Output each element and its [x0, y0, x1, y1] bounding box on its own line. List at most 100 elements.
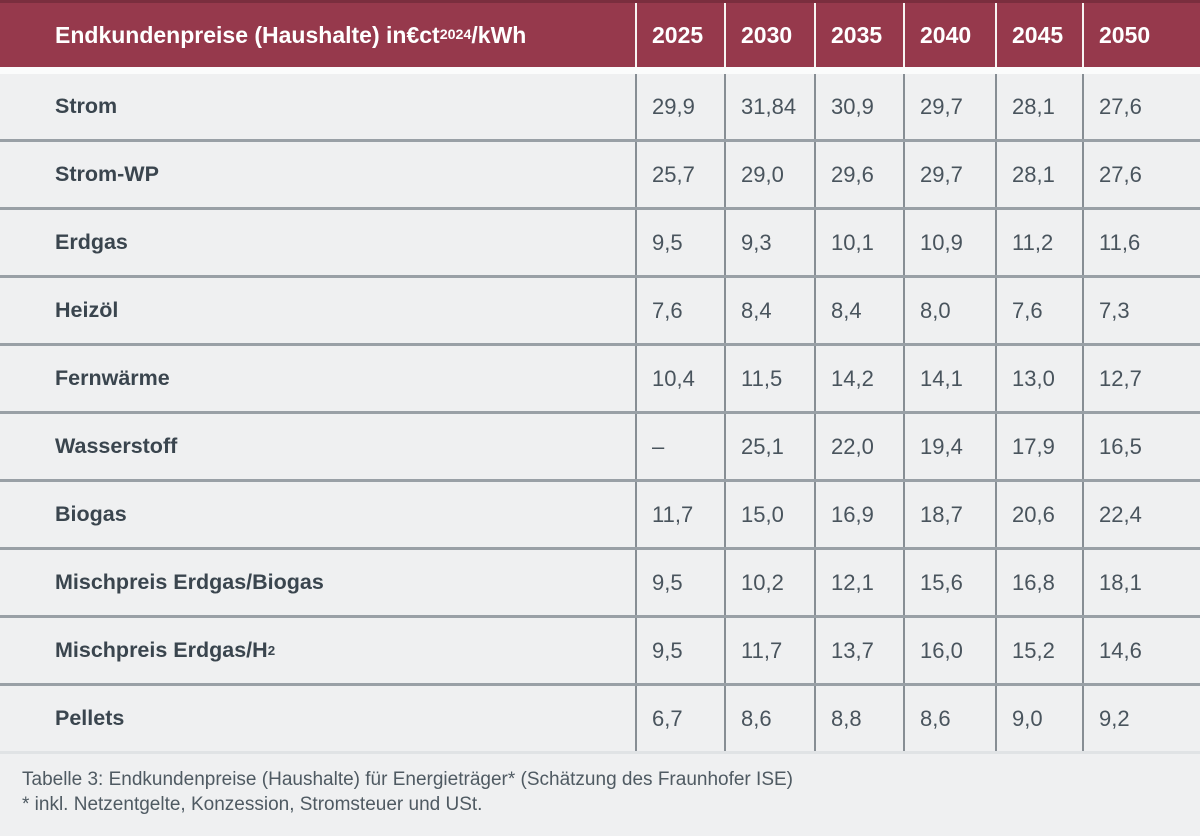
price-cell: 14,6 [1082, 618, 1200, 683]
price-cell: 9,3 [724, 210, 814, 275]
price-cell: 11,6 [1082, 210, 1200, 275]
caption-line-2: * inkl. Netzentgelte, Konzession, Stroms… [22, 794, 483, 815]
price-cell: 29,7 [903, 74, 995, 139]
price-cell: 22,4 [1082, 482, 1200, 547]
table-body: Strom 29,9 31,84 30,9 29,7 28,1 27,6 Str… [0, 74, 1200, 754]
column-header-2050: 2050 [1082, 3, 1200, 67]
table-title-subscript: 2024 [439, 27, 472, 43]
price-cell: 9,5 [635, 210, 724, 275]
price-cell: 12,7 [1082, 346, 1200, 411]
table-title-unit: /kWh [471, 21, 527, 48]
row-label: Biogas [0, 482, 635, 547]
row-label-text: Wasserstoff [55, 434, 178, 458]
price-cell: 25,7 [635, 142, 724, 207]
table-title-text: Endkundenpreise (Haushalte) in€ct [55, 21, 440, 48]
table-row-pellets: Pellets 6,7 8,6 8,8 8,6 9,0 9,2 [0, 686, 1200, 754]
row-label: Strom [0, 74, 635, 139]
price-cell: 7,6 [995, 278, 1082, 343]
price-cell: 17,9 [995, 414, 1082, 479]
row-label: Mischpreis Erdgas/Biogas [0, 550, 635, 615]
price-cell: 20,6 [995, 482, 1082, 547]
price-cell: 9,2 [1082, 686, 1200, 751]
price-cell: 18,7 [903, 482, 995, 547]
price-cell: 8,4 [814, 278, 903, 343]
table-header-row: Endkundenpreise (Haushalte) in€ct 2024/kW… [0, 0, 1200, 67]
price-cell: 27,6 [1082, 74, 1200, 139]
caption-line-1: Tabelle 3: Endkundenpreise (Haushalte) f… [22, 769, 793, 790]
row-label-subscript: 2 [267, 643, 276, 658]
price-cell: 25,1 [724, 414, 814, 479]
header-divider [0, 67, 1200, 74]
price-cell: 6,7 [635, 686, 724, 751]
row-label-text: Mischpreis Erdgas/Biogas [55, 570, 324, 594]
row-label-text: Strom-WP [55, 162, 159, 186]
price-cell: 9,5 [635, 618, 724, 683]
price-cell: 16,5 [1082, 414, 1200, 479]
price-cell: 10,1 [814, 210, 903, 275]
row-label-text: Biogas [55, 502, 127, 526]
price-cell: 16,8 [995, 550, 1082, 615]
table-caption: Tabelle 3: Endkundenpreise (Haushalte) f… [0, 767, 1200, 817]
price-cell: 11,2 [995, 210, 1082, 275]
table-row-fernwaerme: Fernwärme 10,4 11,5 14,2 14,1 13,0 12,7 [0, 346, 1200, 414]
row-label: Pellets [0, 686, 635, 751]
price-cell: 12,1 [814, 550, 903, 615]
column-header-2035: 2035 [814, 3, 903, 67]
price-cell: 22,0 [814, 414, 903, 479]
price-cell: 29,9 [635, 74, 724, 139]
table-row-mischpreis-erdgas-biogas: Mischpreis Erdgas/Biogas 9,5 10,2 12,1 1… [0, 550, 1200, 618]
price-cell: 16,9 [814, 482, 903, 547]
table-row-erdgas: Erdgas 9,5 9,3 10,1 10,9 11,2 11,6 [0, 210, 1200, 278]
price-cell: 7,6 [635, 278, 724, 343]
price-cell: 8,4 [724, 278, 814, 343]
price-cell: 16,0 [903, 618, 995, 683]
price-cell: – [635, 414, 724, 479]
price-cell: 29,0 [724, 142, 814, 207]
price-cell: 14,2 [814, 346, 903, 411]
price-cell: 9,0 [995, 686, 1082, 751]
row-label: Mischpreis Erdgas/H 2 [0, 618, 635, 683]
price-cell: 13,0 [995, 346, 1082, 411]
price-cell: 10,4 [635, 346, 724, 411]
price-cell: 18,1 [1082, 550, 1200, 615]
price-cell: 8,6 [903, 686, 995, 751]
price-cell: 8,8 [814, 686, 903, 751]
price-cell: 15,6 [903, 550, 995, 615]
price-cell: 10,9 [903, 210, 995, 275]
row-label-text: Mischpreis Erdgas/H [55, 638, 268, 662]
price-cell: 27,6 [1082, 142, 1200, 207]
table-row-heizoel: Heizöl 7,6 8,4 8,4 8,0 7,6 7,3 [0, 278, 1200, 346]
column-header-2025: 2025 [635, 3, 724, 67]
price-cell: 28,1 [995, 142, 1082, 207]
price-cell: 13,7 [814, 618, 903, 683]
price-cell: 10,2 [724, 550, 814, 615]
price-cell: 11,7 [724, 618, 814, 683]
price-cell: 8,6 [724, 686, 814, 751]
row-label-text: Strom [55, 94, 118, 118]
row-label: Heizöl [0, 278, 635, 343]
row-label: Erdgas [0, 210, 635, 275]
price-cell: 30,9 [814, 74, 903, 139]
table-row-strom: Strom 29,9 31,84 30,9 29,7 28,1 27,6 [0, 74, 1200, 142]
table-row-biogas: Biogas 11,7 15,0 16,9 18,7 20,6 22,4 [0, 482, 1200, 550]
table-title: Endkundenpreise (Haushalte) in€ct 2024/kW… [0, 3, 635, 67]
row-label-text: Fernwärme [55, 366, 170, 390]
price-cell: 15,2 [995, 618, 1082, 683]
row-label: Strom-WP [0, 142, 635, 207]
price-cell: 14,1 [903, 346, 995, 411]
table-row-strom-wp: Strom-WP 25,7 29,0 29,6 29,7 28,1 27,6 [0, 142, 1200, 210]
price-cell: 28,1 [995, 74, 1082, 139]
price-cell: 19,4 [903, 414, 995, 479]
price-cell: 7,3 [1082, 278, 1200, 343]
price-cell: 15,0 [724, 482, 814, 547]
table-row-mischpreis-erdgas-h2: Mischpreis Erdgas/H 2 9,5 11,7 13,7 16,0 … [0, 618, 1200, 686]
price-cell: 11,7 [635, 482, 724, 547]
price-cell: 9,5 [635, 550, 724, 615]
table-row-wasserstoff: Wasserstoff – 25,1 22,0 19,4 17,9 16,5 [0, 414, 1200, 482]
column-header-2030: 2030 [724, 3, 814, 67]
column-header-2040: 2040 [903, 3, 995, 67]
row-label-text: Heizöl [55, 298, 119, 322]
price-cell: 29,7 [903, 142, 995, 207]
price-cell: 11,5 [724, 346, 814, 411]
